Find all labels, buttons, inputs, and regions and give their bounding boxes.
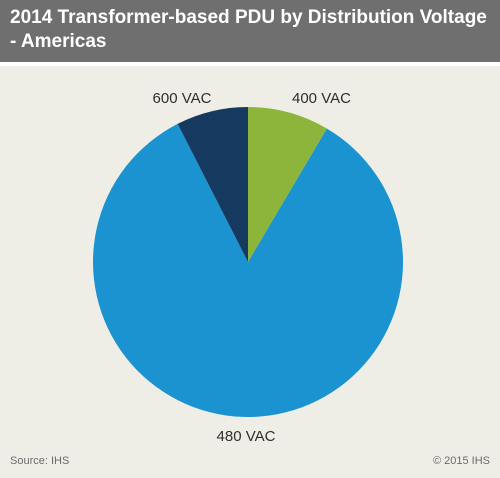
- title-bar: 2014 Transformer-based PDU by Distributi…: [0, 0, 500, 66]
- chart-title: 2014 Transformer-based PDU by Distributi…: [10, 7, 487, 52]
- pie-slices: [92, 107, 403, 417]
- pie-labels: 400 VAC 480 VAC 600 VAC: [153, 90, 352, 445]
- pie-slice-600-vac: [177, 107, 248, 262]
- source-note: Source: IHS: [10, 455, 70, 467]
- pie-slice-480-vac: [92, 123, 403, 417]
- copyright-note: © 2015 IHS: [432, 455, 490, 467]
- slice-label-400-vac: 400 VAC: [292, 90, 351, 107]
- pie-slice-400-vac: [248, 107, 327, 262]
- slice-label-600-vac: 600 VAC: [153, 90, 212, 107]
- slice-label-480-vac: 480 VAC: [217, 428, 276, 445]
